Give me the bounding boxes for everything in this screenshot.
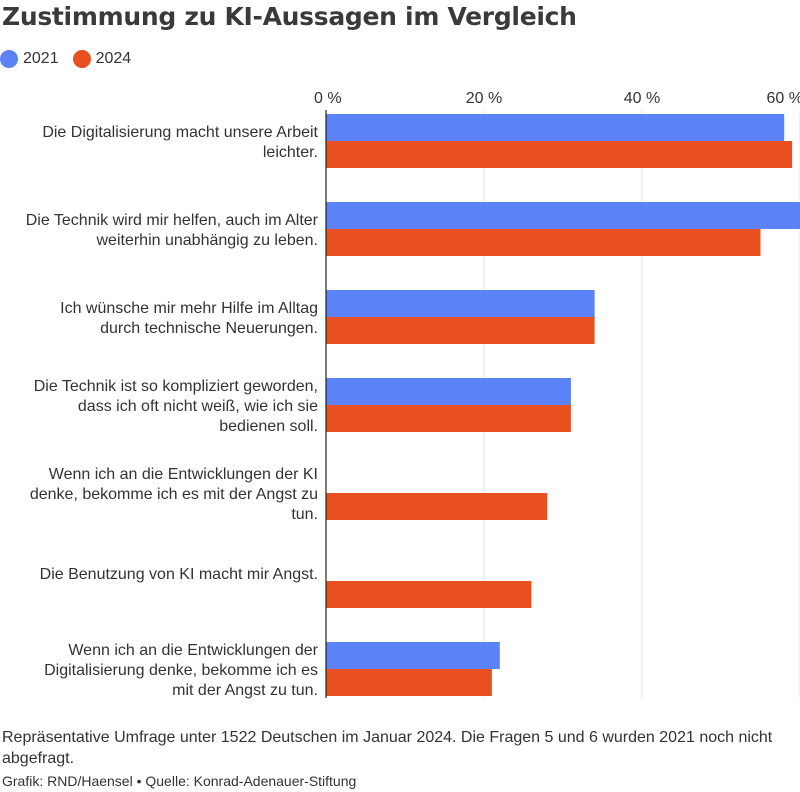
category-label-line: weiterhin unabhängig zu leben. xyxy=(96,232,319,249)
category-label-line: Die Technik ist so kompliziert geworden, xyxy=(34,378,318,395)
bar-2021 xyxy=(326,114,785,141)
bar-2024 xyxy=(326,669,492,696)
category-label-line: bedienen soll. xyxy=(219,418,318,435)
category-label: Ich wünsche mir mehr Hilfe im Alltag durc… xyxy=(60,300,318,337)
bar-2024 xyxy=(326,141,793,168)
category-label-line: Wenn ich an die Entwicklungen der KI xyxy=(49,466,318,483)
bar-2024 xyxy=(326,405,571,432)
category-label: Die Benutzung von KI macht mir Angst. xyxy=(40,566,318,583)
bar-2021 xyxy=(326,642,500,669)
footnote: Repräsentative Umfrage unter 1522 Deutsc… xyxy=(2,729,773,767)
category-label: Die Technik ist so kompliziert geworden,… xyxy=(34,378,318,435)
category-label: Die Digitalisierung macht unsere Arbeit l… xyxy=(42,124,318,161)
legend-item-2024: 2024 xyxy=(72,50,132,68)
legend-label-2021: 2021 xyxy=(23,50,59,67)
bar-2021 xyxy=(326,202,800,229)
category-label: Wenn ich an die Entwicklungen der KI denk… xyxy=(30,466,318,523)
bar-chart: 0 % 20 % 40 % 60 % Die Digitalisierung macht… xyxy=(26,90,800,699)
legend-swatch-2024 xyxy=(72,50,91,68)
category-label-line: tun. xyxy=(291,506,318,523)
x-tick-label: 60 % xyxy=(767,90,800,107)
category-label: Die Technik wird mir helfen, auch im Alt… xyxy=(26,212,319,249)
category-label-line: Ich wünsche mir mehr Hilfe im Alltag xyxy=(60,300,318,317)
category-label-line: durch technische Neuerungen. xyxy=(100,320,318,337)
legend-item-2021: 2021 xyxy=(0,50,59,68)
bar-2024 xyxy=(326,317,595,344)
category-label-line: Die Technik wird mir helfen, auch im Alt… xyxy=(26,212,319,229)
category-label-line: leichter. xyxy=(263,144,318,161)
x-tick-label: 0 % xyxy=(314,90,342,107)
legend-swatch-2021 xyxy=(0,50,18,68)
category-label-line: Die Digitalisierung macht unsere Arbeit xyxy=(42,124,318,141)
chart-title: Zustimmung zu KI-Aussagen im Vergleich xyxy=(2,2,577,31)
legend-label-2024: 2024 xyxy=(95,50,132,67)
bar-2021 xyxy=(326,290,595,317)
bar-2021 xyxy=(326,378,571,405)
bar-2024 xyxy=(326,229,761,256)
legend: 2021 2024 xyxy=(0,50,145,68)
bar-2024 xyxy=(326,581,532,608)
category-label-line: Die Benutzung von KI macht mir Angst. xyxy=(40,566,318,583)
bar-2024 xyxy=(326,493,548,520)
category-label-line: Wenn ich an die Entwicklungen der xyxy=(68,642,318,659)
category-label-line: denke, bekomme ich es mit der Angst zu xyxy=(30,486,318,503)
x-tick-label: 40 % xyxy=(624,90,660,107)
category-label-line: Digitalisierung denke, bekomme ich es xyxy=(44,662,318,679)
category-label-line: dass ich oft nicht weiß, wie ich sie xyxy=(78,398,318,415)
category-label-line: mit der Angst zu tun. xyxy=(172,682,318,699)
category-label: Wenn ich an die Entwicklungen der Digital… xyxy=(44,642,319,699)
credits: Grafik: RND/Haensel • Quelle: Konrad-Ade… xyxy=(2,773,357,789)
x-tick-label: 20 % xyxy=(466,90,502,107)
